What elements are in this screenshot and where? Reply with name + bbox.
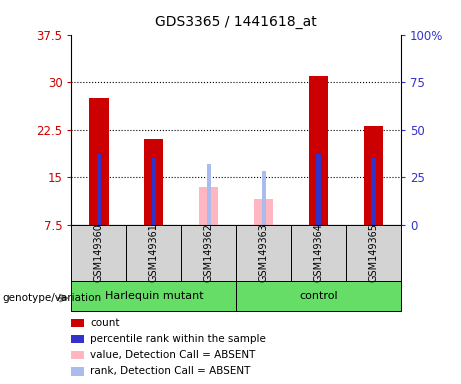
Bar: [254, 199, 273, 225]
Bar: [372, 158, 376, 225]
Bar: [71, 281, 236, 311]
Text: GSM149362: GSM149362: [204, 223, 214, 282]
Bar: [152, 158, 156, 225]
Text: GSM149365: GSM149365: [369, 223, 378, 282]
Bar: [71, 225, 126, 281]
Text: GSM149364: GSM149364: [313, 223, 324, 282]
Bar: [181, 225, 236, 281]
Bar: [291, 225, 346, 281]
Title: GDS3365 / 1441618_at: GDS3365 / 1441618_at: [155, 15, 317, 29]
Text: Harlequin mutant: Harlequin mutant: [105, 291, 203, 301]
Text: genotype/variation: genotype/variation: [2, 293, 101, 303]
Bar: [236, 281, 401, 311]
Bar: [309, 76, 328, 225]
Bar: [236, 225, 291, 281]
Text: percentile rank within the sample: percentile rank within the sample: [90, 334, 266, 344]
Bar: [364, 126, 383, 225]
Bar: [261, 171, 266, 225]
Text: GSM149363: GSM149363: [259, 223, 269, 282]
Bar: [207, 164, 211, 225]
Bar: [199, 187, 219, 225]
Text: count: count: [90, 318, 119, 328]
Bar: [316, 154, 321, 225]
Text: GSM149361: GSM149361: [149, 223, 159, 282]
Bar: [126, 225, 181, 281]
Bar: [89, 98, 108, 225]
Bar: [144, 139, 164, 225]
Bar: [346, 225, 401, 281]
Text: value, Detection Call = ABSENT: value, Detection Call = ABSENT: [90, 350, 255, 360]
Text: rank, Detection Call = ABSENT: rank, Detection Call = ABSENT: [90, 366, 250, 376]
Bar: [97, 154, 101, 225]
Text: control: control: [299, 291, 338, 301]
Text: GSM149360: GSM149360: [94, 223, 104, 282]
